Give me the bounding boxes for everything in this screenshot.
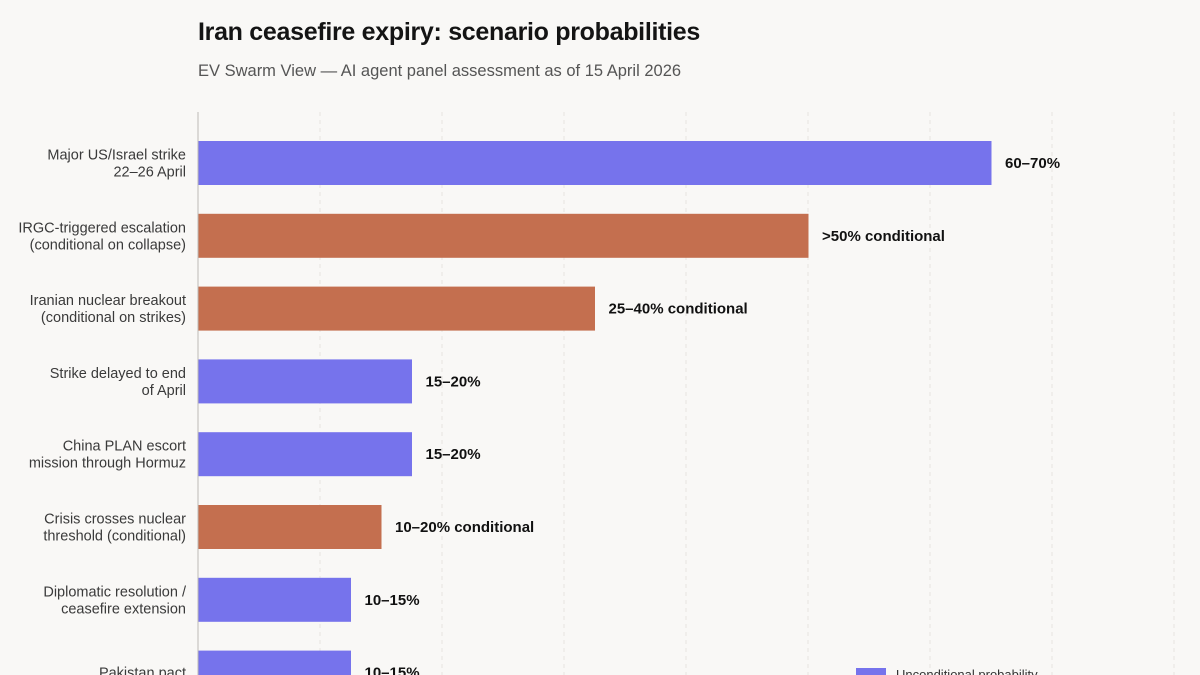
category-label: Diplomatic resolution /: [43, 584, 187, 600]
bar: [198, 505, 382, 549]
data-label: 10–15%: [365, 665, 420, 675]
data-label: 15–20%: [426, 373, 481, 390]
bars: [198, 141, 992, 675]
category-label: 22–26 April: [113, 165, 186, 181]
category-label: Pakistan pact: [99, 666, 186, 675]
category-label: Major US/Israel strike: [47, 148, 186, 164]
chart-subtitle: EV Swarm View — AI agent panel assessmen…: [198, 62, 682, 80]
legend-label: Unconditional probability: [896, 667, 1038, 675]
data-label: 10–15%: [365, 592, 420, 609]
bar: [198, 577, 351, 622]
bar: [198, 213, 809, 258]
bar: [198, 650, 351, 675]
category-label: (conditional on collapse): [30, 237, 186, 253]
bar: [198, 286, 595, 331]
legend: Unconditional probability: [856, 667, 1038, 675]
data-label: 10–20% conditional: [395, 519, 534, 536]
data-label: 15–20%: [426, 446, 481, 463]
data-label: 60–70%: [1005, 155, 1060, 172]
category-label: threshold (conditional): [43, 529, 186, 545]
category-label: Crisis crosses nuclear: [44, 512, 186, 528]
category-label: mission through Hormuz: [29, 456, 186, 472]
bar: [198, 359, 412, 404]
bar: [198, 432, 412, 477]
bar: [198, 141, 992, 185]
category-label: China PLAN escort: [63, 439, 186, 455]
category-label: Iranian nuclear breakout: [30, 293, 186, 309]
category-label: IRGC-triggered escalation: [18, 220, 186, 236]
category-label: ceasefire extension: [61, 601, 186, 617]
chart-title: Iran ceasefire expiry: scenario probabil…: [198, 18, 701, 46]
data-label: >50% conditional: [822, 228, 945, 245]
legend-swatch: [856, 668, 886, 675]
category-label: of April: [142, 383, 186, 399]
category-label: (conditional on strikes): [41, 310, 186, 326]
category-label: Strike delayed to end: [50, 366, 186, 382]
data-label: 25–40% conditional: [609, 301, 748, 318]
